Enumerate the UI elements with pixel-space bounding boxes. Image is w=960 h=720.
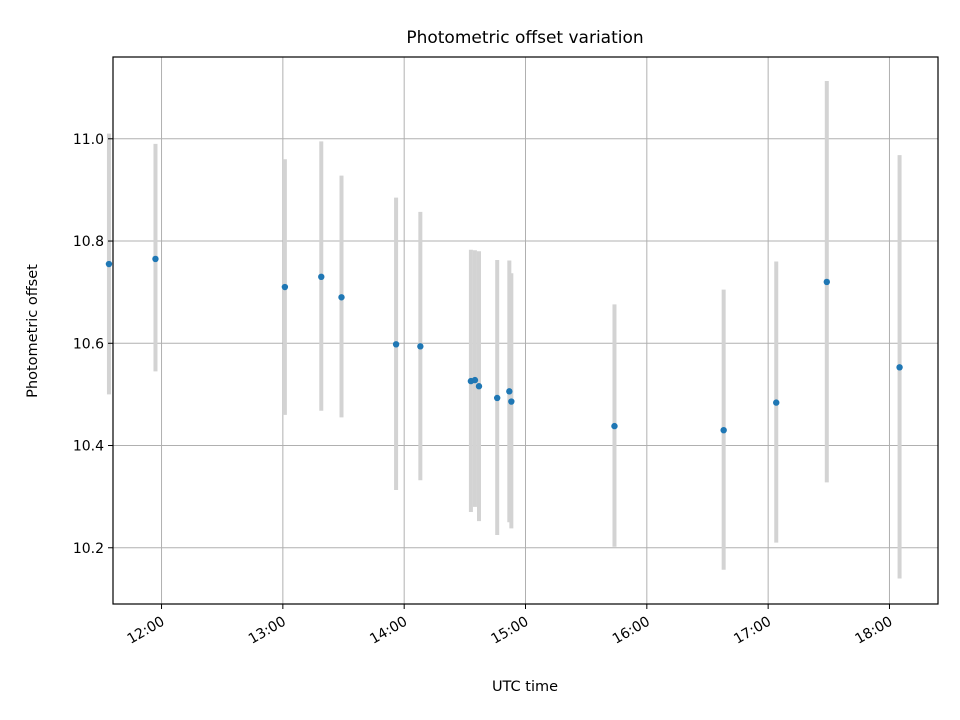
y-tick-label: 10.6: [73, 336, 104, 352]
data-point: [823, 278, 830, 286]
data-point: [471, 376, 479, 384]
y-axis-label: Photometric offset: [25, 264, 41, 398]
y-axis-ticks: 10.2 10.4 10.6 10.8 11.0: [73, 132, 113, 557]
data-point: [105, 260, 113, 268]
x-axis-label: UTC time: [492, 679, 558, 695]
data-point: [506, 388, 513, 395]
data-point: [281, 283, 289, 291]
y-tick-label: 10.2: [73, 541, 104, 557]
data-points: [105, 255, 903, 434]
y-tick-label: 11.0: [73, 132, 104, 148]
data-point: [338, 294, 345, 301]
y-tick-label: 10.8: [73, 234, 104, 250]
data-point: [773, 399, 780, 406]
data-point: [611, 422, 618, 430]
grid: [113, 57, 938, 604]
data-point: [417, 343, 424, 350]
data-point: [318, 273, 325, 281]
data-point: [508, 398, 515, 405]
data-point: [392, 341, 400, 348]
data-point: [493, 394, 501, 402]
data-point: [475, 383, 483, 390]
chart-title: Photometric offset variation: [406, 28, 643, 48]
data-point: [896, 364, 903, 371]
y-tick-label: 10.4: [73, 439, 104, 455]
data-point: [152, 255, 159, 263]
data-point: [720, 426, 727, 434]
